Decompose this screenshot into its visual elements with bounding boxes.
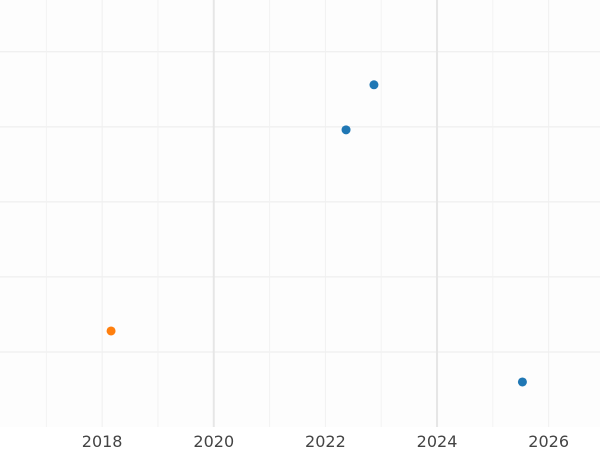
gridlines [0, 0, 600, 427]
data-point [341, 125, 351, 135]
x-tick-label: 2020 [193, 432, 234, 450]
data-point [106, 326, 116, 336]
data-points [106, 80, 527, 387]
plot-background [0, 0, 600, 427]
x-axis-ticks: 2018 2020 2022 2024 2026 [82, 432, 569, 450]
x-tick-label: 2022 [305, 432, 346, 450]
x-tick-label: 2024 [417, 432, 458, 450]
data-point [517, 377, 527, 387]
data-point [369, 80, 379, 90]
x-tick-label: 2018 [82, 432, 123, 450]
x-tick-label: 2026 [528, 432, 569, 450]
